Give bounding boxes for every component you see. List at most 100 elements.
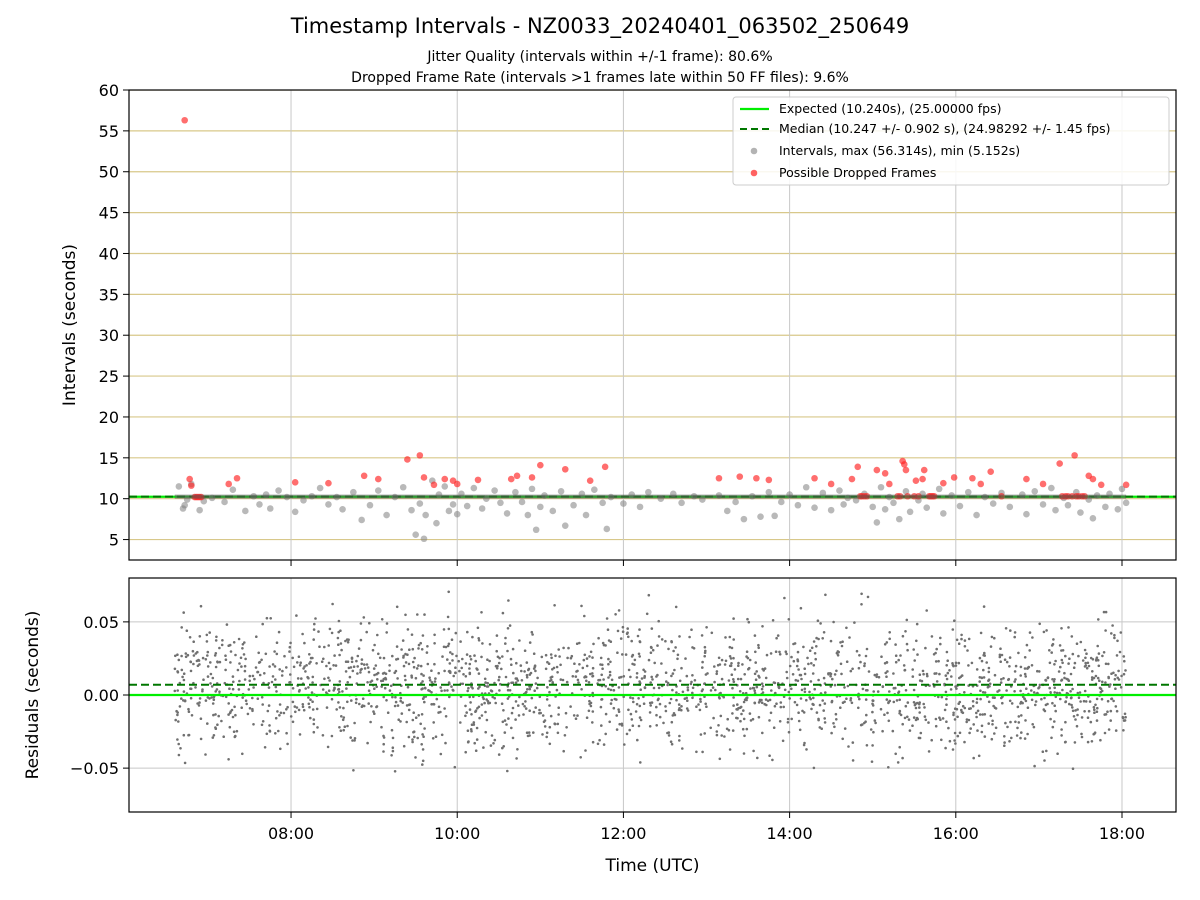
residual-point [967, 718, 971, 722]
residual-point [717, 724, 720, 727]
residual-point [864, 720, 867, 723]
interval-point [873, 519, 881, 526]
residual-point [680, 708, 683, 712]
residual-point [362, 663, 366, 666]
residual-point [510, 711, 514, 715]
residual-point [1017, 651, 1020, 655]
residual-point [353, 739, 356, 742]
residual-point [647, 593, 651, 597]
residual-point [237, 688, 241, 691]
residual-point [232, 641, 236, 644]
residual-point [747, 667, 750, 671]
residual-point [831, 677, 834, 681]
dropped-frame-point [186, 475, 193, 483]
residual-point [428, 676, 431, 679]
residual-point [768, 698, 772, 702]
residual-point [903, 716, 907, 720]
residual-point [903, 669, 906, 672]
residual-point [979, 697, 982, 701]
residual-point [703, 651, 707, 654]
residual-point [859, 723, 863, 727]
residual-point [913, 659, 916, 662]
residual-point [980, 676, 984, 680]
dropped-frame-point [900, 461, 908, 468]
residual-point [730, 662, 733, 665]
residual-point [176, 711, 179, 714]
residual-point [681, 690, 685, 694]
residual-point [1123, 712, 1127, 716]
residual-point [525, 731, 529, 734]
residual-point [802, 743, 806, 747]
residual-point [549, 653, 553, 656]
residual-point [1008, 740, 1011, 743]
residual-point [182, 672, 186, 675]
residual-point [493, 681, 496, 685]
residual-point [1004, 627, 1008, 630]
residual-point [451, 659, 454, 662]
residual-point [934, 660, 938, 663]
residual-point [693, 679, 697, 682]
interval-point [1064, 501, 1072, 509]
residual-point [999, 647, 1002, 650]
residual-point [417, 647, 420, 650]
residual-point [362, 616, 366, 619]
residual-point [421, 634, 425, 637]
residual-point [886, 711, 889, 715]
residual-point [533, 689, 536, 692]
residual-point [930, 635, 934, 638]
residual-point [608, 673, 612, 677]
residual-point [669, 740, 673, 743]
residual-point [885, 698, 889, 701]
residual-point [274, 685, 278, 689]
residual-point [631, 697, 635, 700]
residual-point [987, 678, 991, 681]
residual-point [544, 653, 548, 657]
residual-point [556, 671, 559, 674]
residual-point [660, 662, 663, 665]
residual-point [484, 710, 487, 714]
residual-point [987, 666, 991, 670]
residual-point [214, 639, 218, 642]
residual-point [1122, 729, 1125, 732]
residual-point [635, 672, 639, 675]
residual-point [742, 709, 745, 712]
residual-point [584, 675, 587, 678]
residual-point [331, 602, 334, 606]
residual-point [690, 628, 693, 631]
dropped-frame-point [528, 474, 536, 481]
residual-point [975, 697, 979, 701]
residual-point [278, 714, 281, 717]
residual-point [265, 732, 269, 736]
residual-point [865, 713, 868, 717]
residual-point [1038, 622, 1041, 626]
residual-point [443, 689, 447, 692]
residual-point [548, 679, 552, 683]
residual-point [395, 658, 398, 661]
residual-point [486, 685, 490, 688]
residual-point [547, 662, 551, 665]
residual-point [341, 718, 345, 722]
residual-point [837, 650, 840, 654]
residual-point [829, 685, 833, 688]
residual-point [955, 687, 958, 690]
residual-point [482, 746, 485, 749]
residual-point [1115, 654, 1119, 657]
residual-point [411, 660, 415, 664]
residual-point [391, 654, 394, 658]
residual-point [394, 700, 398, 704]
residual-point [519, 664, 523, 667]
residual-point [840, 672, 843, 676]
residual-point [960, 710, 964, 714]
residual-point [522, 713, 525, 716]
residual-point [950, 675, 953, 678]
residual-point [945, 650, 949, 654]
residual-point [177, 658, 181, 662]
residual-point [872, 730, 875, 734]
residual-point [476, 626, 480, 630]
residual-point [475, 726, 479, 730]
residual-point [1007, 678, 1010, 682]
interval-point [989, 500, 997, 507]
residual-point [297, 655, 301, 658]
interval-point [1102, 503, 1109, 511]
residual-point [1065, 691, 1069, 695]
